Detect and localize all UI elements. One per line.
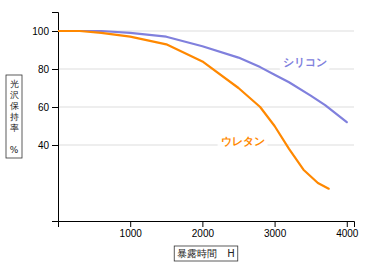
y-tick-mark xyxy=(52,107,58,108)
y-label-line: 率 xyxy=(10,122,19,132)
x-tick-label: 2000 xyxy=(192,228,215,239)
grid-line xyxy=(58,107,354,108)
y-tick-mark xyxy=(52,69,58,70)
y-label-line: 光 xyxy=(10,78,19,88)
x-label-box xyxy=(174,246,238,261)
x-tick-mark xyxy=(275,221,276,227)
y-label-line: 持 xyxy=(10,111,19,121)
y-tick: 40 xyxy=(38,140,58,151)
y-label-line: 保 xyxy=(10,100,19,110)
x-label: 暴露時間 H xyxy=(174,246,238,261)
y-label: 光沢保持率% xyxy=(6,75,22,158)
x-tick-mark xyxy=(130,221,131,227)
x-tick: 2000 xyxy=(192,221,215,239)
x-tick-label: 4000 xyxy=(336,228,359,239)
y-label-line: 沢 xyxy=(10,89,19,99)
y-label-box xyxy=(6,75,22,158)
x-axis: 1000 2000 3000 4000 xyxy=(59,221,359,239)
series-label-box xyxy=(280,54,330,71)
y-tick: 80 xyxy=(38,64,58,75)
series-label: シリコン xyxy=(280,54,330,71)
y-tick: 60 xyxy=(38,102,58,113)
y-axis: 40 60 80 100 xyxy=(32,13,58,222)
y-tick-mark xyxy=(52,31,58,32)
grid-line xyxy=(58,145,354,146)
y-tick-label: 80 xyxy=(38,64,50,75)
x-tick-mark xyxy=(347,221,348,227)
y-tick-label: 60 xyxy=(38,102,50,113)
x-tick-label: 1000 xyxy=(120,228,143,239)
y-axis-line xyxy=(52,13,59,222)
series-label: ウレタン xyxy=(218,133,268,150)
x-tick: 3000 xyxy=(264,221,287,239)
series-line xyxy=(58,31,347,122)
y-tick-mark xyxy=(52,145,58,146)
x-tick: 1000 xyxy=(120,221,143,239)
plot: 1000 2000 3000 4000 40 60 80 100 シリコンウレタン xyxy=(32,13,359,240)
y-tick-label: 40 xyxy=(38,140,50,151)
series-line xyxy=(58,31,329,189)
series-label-text: ウレタン xyxy=(221,135,265,148)
y-label-text: 光沢保持率% xyxy=(10,78,19,154)
y-tick: 100 xyxy=(32,26,58,37)
y-tick-label: 100 xyxy=(32,26,49,37)
series-label-box xyxy=(218,133,268,150)
series-labels: シリコンウレタン xyxy=(218,54,330,150)
chart: 1000 2000 3000 4000 40 60 80 100 シリコンウレタン暴露時間 H 光… xyxy=(0,0,368,265)
x-tick-mark xyxy=(202,221,203,227)
x-tick-label: 3000 xyxy=(264,228,287,239)
x-label-text: 暴露時間 H xyxy=(177,248,235,259)
grid xyxy=(58,31,354,145)
lines xyxy=(58,31,347,189)
x-tick: 4000 xyxy=(336,221,359,239)
series-label-text: シリコン xyxy=(283,56,327,69)
x-axis-line xyxy=(59,222,355,228)
y-label-line: % xyxy=(10,144,19,154)
